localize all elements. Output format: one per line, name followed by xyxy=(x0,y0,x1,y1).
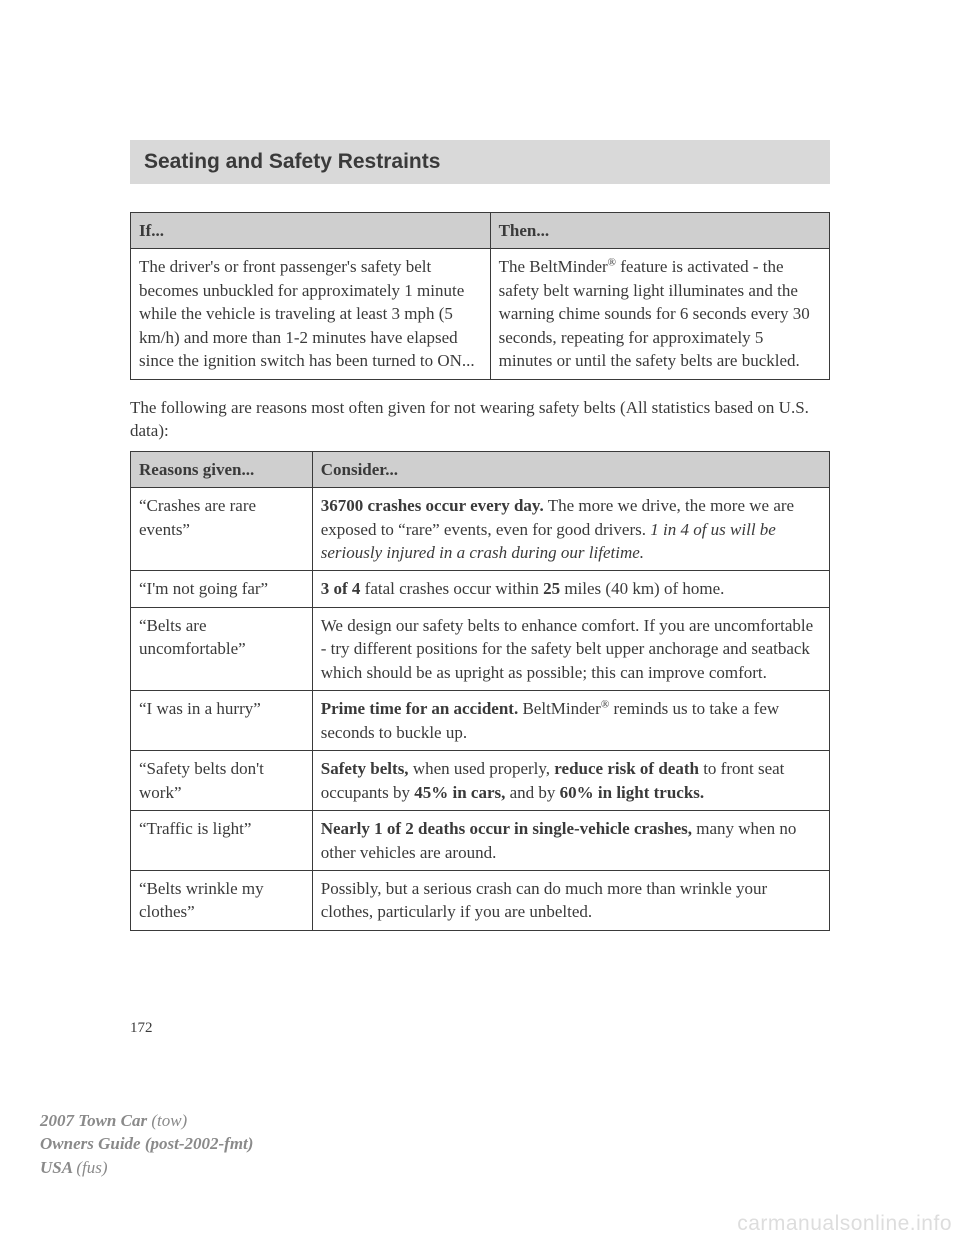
table-row: “Belts are uncomfortable” We design our … xyxy=(131,607,830,690)
footer-line: 2007 Town Car (tow) xyxy=(40,1109,253,1133)
section-title: Seating and Safety Restraints xyxy=(144,150,816,174)
table-row: “I'm not going far” 3 of 4 fatal crashes… xyxy=(131,571,830,607)
section-header: Seating and Safety Restraints xyxy=(130,140,830,184)
if-cell: The driver's or front passenger's safety… xyxy=(131,249,491,379)
reason-cell: “Crashes are rare events” xyxy=(131,488,313,571)
consider-cell: Nearly 1 of 2 deaths occur in single-veh… xyxy=(312,811,829,871)
reason-cell: “Belts wrinkle my clothes” xyxy=(131,870,313,930)
table-row: “Traffic is light” Nearly 1 of 2 deaths … xyxy=(131,811,830,871)
footer-line: Owners Guide (post-2002-fmt) xyxy=(40,1132,253,1156)
registered-icon: ® xyxy=(601,699,609,711)
reasons-table: Reasons given... Consider... “Crashes ar… xyxy=(130,451,830,931)
page-number: 172 xyxy=(130,1020,153,1037)
registered-icon: ® xyxy=(608,257,616,269)
if-then-table: If... Then... The driver's or front pass… xyxy=(130,212,830,380)
reason-cell: “Traffic is light” xyxy=(131,811,313,871)
reason-cell: “I was in a hurry” xyxy=(131,691,313,751)
col-header-then: Then... xyxy=(490,213,829,249)
footer-line: USA (fus) xyxy=(40,1156,253,1180)
intro-paragraph: The following are reasons most often giv… xyxy=(130,396,830,443)
consider-cell: Prime time for an accident. BeltMinder® … xyxy=(312,691,829,751)
consider-cell: 36700 crashes occur every day. The more … xyxy=(312,488,829,571)
page-content: Seating and Safety Restraints If... Then… xyxy=(0,0,960,931)
consider-cell: Safety belts, when used properly, reduce… xyxy=(312,751,829,811)
table-row: “Crashes are rare events” 36700 crashes … xyxy=(131,488,830,571)
reason-cell: “Belts are uncomfortable” xyxy=(131,607,313,690)
watermark: carmanualsonline.info xyxy=(737,1212,952,1236)
consider-cell: We design our safety belts to enhance co… xyxy=(312,607,829,690)
table-row: The driver's or front passenger's safety… xyxy=(131,249,830,379)
table-row: “Belts wrinkle my clothes” Possibly, but… xyxy=(131,870,830,930)
then-cell: The BeltMinder® feature is activated - t… xyxy=(490,249,829,379)
footer-block: 2007 Town Car (tow) Owners Guide (post-2… xyxy=(40,1109,253,1180)
consider-cell: 3 of 4 fatal crashes occur within 25 mil… xyxy=(312,571,829,607)
table-row: “I was in a hurry” Prime time for an acc… xyxy=(131,691,830,751)
reason-cell: “Safety belts don't work” xyxy=(131,751,313,811)
table-header-row: If... Then... xyxy=(131,213,830,249)
table-row: “Safety belts don't work” Safety belts, … xyxy=(131,751,830,811)
col-header-reasons: Reasons given... xyxy=(131,451,313,487)
col-header-consider: Consider... xyxy=(312,451,829,487)
consider-cell: Possibly, but a serious crash can do muc… xyxy=(312,870,829,930)
reason-cell: “I'm not going far” xyxy=(131,571,313,607)
col-header-if: If... xyxy=(131,213,491,249)
table-header-row: Reasons given... Consider... xyxy=(131,451,830,487)
